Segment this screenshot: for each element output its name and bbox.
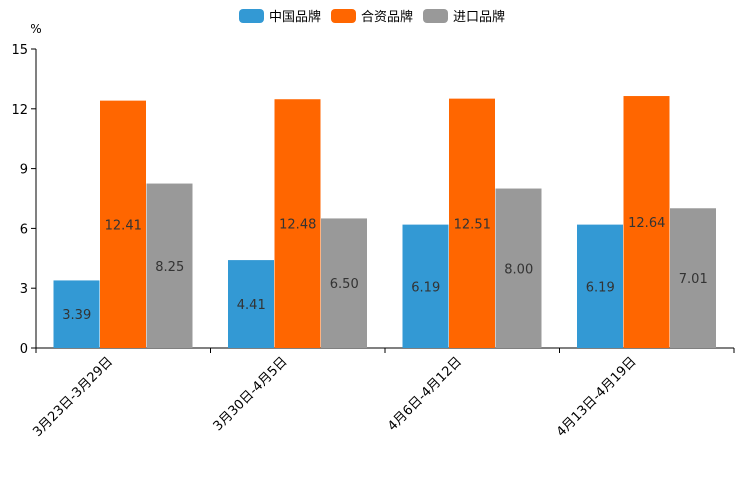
x-category-label: 3月23日-3月29日 [30,354,116,440]
bar [449,98,495,348]
legend-swatch [331,9,356,23]
y-tick-label: 9 [20,163,28,178]
data-label: 12.48 [279,218,316,233]
legend-label: 合资品牌 [361,9,413,25]
bar [402,224,449,348]
data-label: 12.51 [454,217,491,232]
y-tick-label: 6 [20,222,28,237]
bar [53,280,100,348]
data-label: 12.41 [105,218,142,233]
data-label: 3.39 [62,308,91,323]
data-label: 6.19 [586,280,615,295]
bar [146,183,193,348]
bar [274,99,321,349]
data-label: 6.19 [411,280,440,295]
x-category-label: 3月30日-4月5日 [211,354,291,434]
x-category-label: 4月6日-4月12日 [385,354,465,434]
bar [670,208,716,348]
y-tick-label: 3 [20,282,28,297]
bar [321,218,367,348]
data-label: 7.01 [679,272,708,287]
data-label: 4.41 [237,298,266,313]
bar [228,260,274,348]
legend-swatch [239,9,264,23]
y-tick-label: 12 [11,103,28,118]
legend-swatch [423,9,448,23]
legend-label: 进口品牌 [453,9,505,25]
y-tick-label: 15 [11,43,28,58]
y-tick-label: 0 [20,342,28,357]
bar [623,96,670,348]
legend-label: 中国品牌 [269,9,321,25]
data-label: 8.00 [504,262,533,277]
y-axis-unit-label: % [30,22,41,36]
x-category-label: 4月13日-4月19日 [554,354,640,440]
bar [495,188,542,348]
bar [100,100,146,348]
data-label: 8.25 [155,260,184,275]
bar [577,224,623,348]
data-label: 6.50 [330,277,359,292]
data-label: 12.64 [628,216,665,231]
